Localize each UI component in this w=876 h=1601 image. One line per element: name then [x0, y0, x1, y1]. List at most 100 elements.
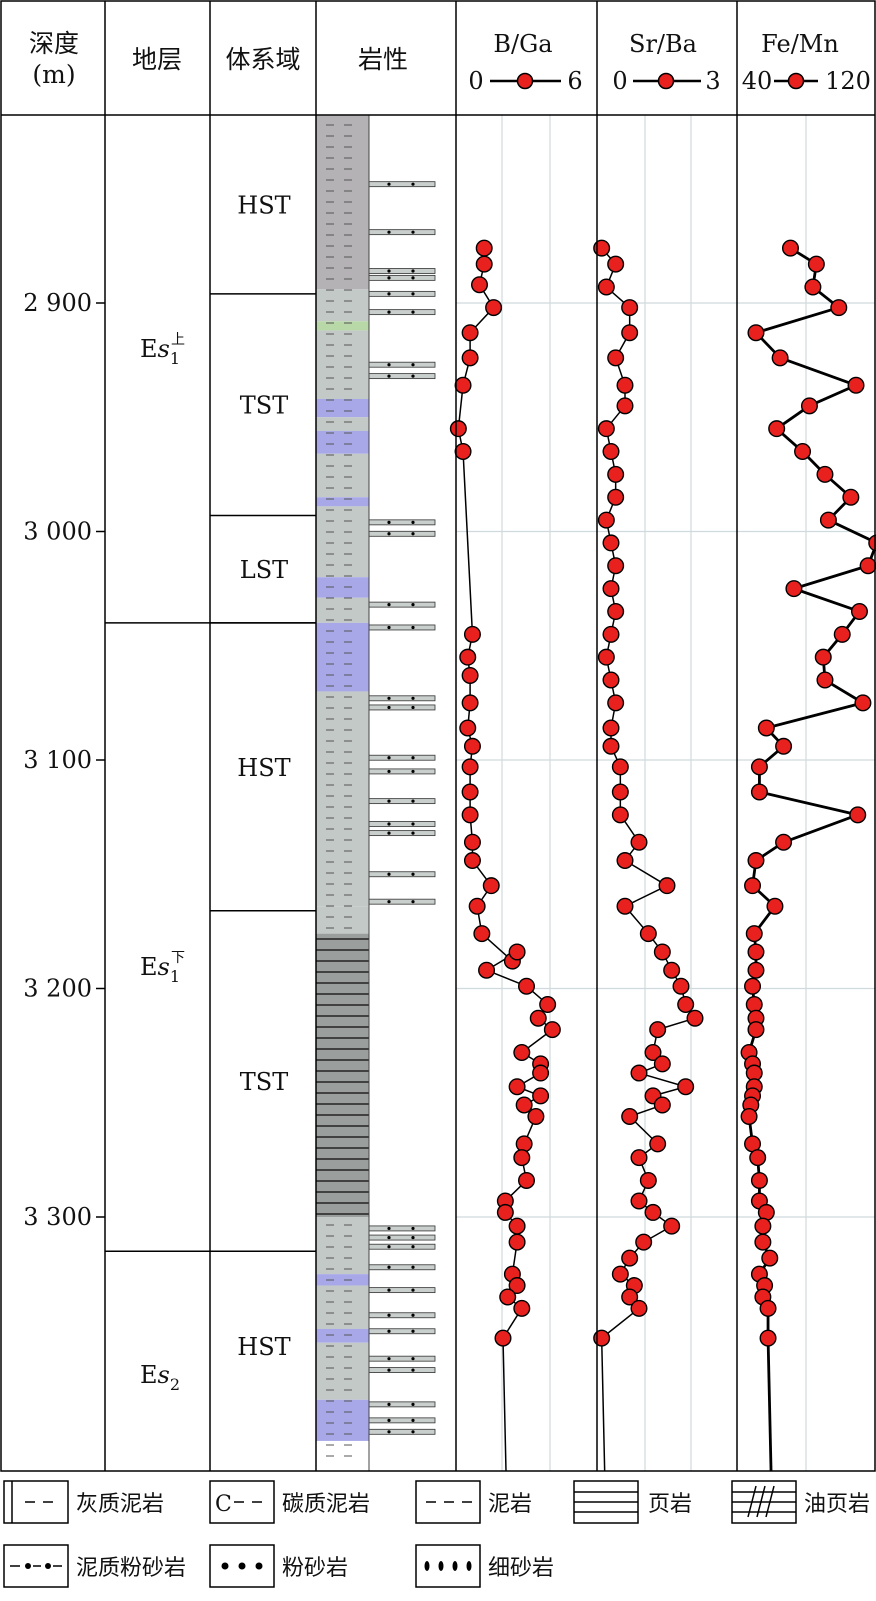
header-systems-tract: 体系域: [225, 45, 300, 74]
lith-silt-dot: [411, 532, 415, 536]
bga-point: [515, 1135, 533, 1153]
lith-siltstone-bar: [368, 268, 436, 274]
lith-bed: [316, 115, 369, 290]
depth-tick-label: 3 300: [23, 1203, 92, 1231]
bga-point: [513, 1149, 531, 1167]
srba-point: [602, 671, 620, 689]
lith-siltstone-bar: [368, 821, 436, 827]
bga-point: [527, 1107, 545, 1125]
lith-siltstone-bar: [368, 274, 436, 281]
bga-point: [532, 1087, 550, 1105]
srba-point: [616, 397, 634, 415]
legend-label-muddy-siltstone: 泥质粉砂岩: [76, 1556, 186, 1581]
legend-label-shale: 页岩: [648, 1492, 692, 1517]
lith-silt-dot: [387, 705, 391, 710]
srba-point: [649, 1021, 667, 1039]
lith-silt-dot: [411, 292, 415, 296]
srba-point: [630, 1299, 648, 1317]
lith-siltstone-bar: [368, 181, 436, 188]
lith-bed: [316, 506, 369, 578]
lith-silt-dot: [411, 900, 415, 904]
lith-silt-dot: [411, 625, 415, 630]
lith-bed: [316, 1399, 369, 1441]
bga-point: [459, 719, 477, 737]
lith-silt-dot: [411, 1430, 415, 1434]
grid-layer: [456, 115, 875, 1471]
lith-siltstone-bar: [368, 1428, 436, 1435]
lith-silt-dot: [387, 831, 391, 835]
femn-point: [747, 1021, 765, 1039]
bga-point: [461, 324, 479, 342]
lith-siltstone-bar: [368, 309, 436, 316]
srba-point: [593, 239, 611, 257]
header-depth-line1: 深度: [29, 29, 79, 58]
srba-point: [635, 1233, 653, 1251]
lith-silt-dot: [387, 1368, 391, 1372]
bga-point: [532, 1064, 550, 1082]
lith-silt-dot: [411, 374, 415, 378]
lith-siltstone-bar: [368, 704, 436, 711]
srba-point: [602, 443, 620, 461]
srba-point: [611, 783, 629, 801]
legend-item-mudstone: 泥岩: [415, 1480, 532, 1524]
femn-point: [754, 1217, 772, 1235]
srba-point: [602, 737, 620, 755]
bga-point: [508, 1217, 526, 1235]
srba-title: Sr/Ba: [629, 30, 697, 58]
lith-silt-dot: [387, 900, 391, 904]
lith-bed: [316, 303, 369, 322]
table-frame: [0, 0, 876, 1472]
lith-bed: [316, 1342, 369, 1400]
lith-silt-dot: [387, 1313, 391, 1317]
lith-bed: [316, 597, 369, 623]
srba-point: [653, 1055, 671, 1073]
lith-bed: [316, 622, 369, 692]
lith-silt-dot: [387, 520, 391, 524]
bga-point: [475, 255, 493, 273]
bga-point: [454, 443, 472, 461]
srba-point: [621, 324, 639, 342]
lith-silt-dot: [411, 822, 415, 826]
lith-silt-dot: [411, 363, 415, 367]
femn-point: [759, 1329, 777, 1347]
lith-silt-dot: [387, 276, 391, 280]
lith-bed: [316, 321, 369, 331]
femn-point: [859, 557, 876, 575]
srba-point: [602, 580, 620, 598]
bga-point: [539, 995, 557, 1013]
femn-point: [842, 488, 860, 506]
srba-point: [602, 625, 620, 643]
lith-silt-dot: [387, 1226, 391, 1231]
legend-label-siltstone: 粉砂岩: [282, 1556, 348, 1581]
legend-label-carbon-mudstone: 碳质泥岩: [282, 1492, 370, 1517]
srba-point: [663, 1217, 681, 1235]
srba-point: [621, 299, 639, 317]
lith-siltstone-bar: [368, 519, 436, 526]
lith-silt-dot: [411, 696, 415, 700]
legend-label-gray-mudstone: 灰质泥岩: [76, 1492, 164, 1517]
lith-silt-dot: [411, 1368, 415, 1372]
srba-point: [607, 465, 625, 483]
lith-bed: [316, 933, 369, 1217]
lith-silt-dot: [411, 756, 415, 760]
lithology-legend: 灰质泥岩 C 碳质泥岩 泥岩 页岩: [3, 1480, 870, 1588]
srba-point: [621, 1249, 639, 1267]
lith-siltstone-bar: [368, 1401, 436, 1408]
legend-item-fine-sandstone: 细砂岩: [415, 1544, 554, 1588]
femn-point: [807, 255, 825, 273]
lith-siltstone-bar: [368, 871, 436, 878]
bga-point: [463, 833, 481, 851]
femn-series-tail: [766, 1338, 773, 1472]
bga-point: [482, 877, 500, 895]
lith-silt-dot: [411, 1226, 415, 1231]
femn-point: [830, 299, 848, 317]
lith-silt-dot: [411, 276, 415, 280]
lith-bed: [316, 691, 369, 907]
bga-max-label: 6: [567, 67, 582, 95]
bga-point: [515, 1096, 533, 1114]
bga-point: [543, 1021, 561, 1039]
lith-silt-dot: [387, 1235, 391, 1240]
